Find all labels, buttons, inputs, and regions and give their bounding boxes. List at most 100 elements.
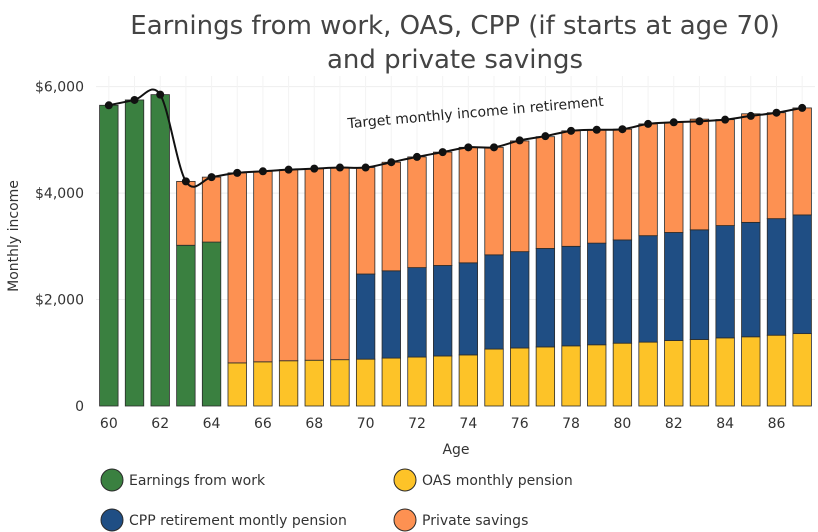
bar-segment-cpp-retirement-montly-pension: [433, 265, 453, 357]
bar-segment-cpp-retirement-montly-pension: [561, 245, 581, 347]
bar-segment-private-savings: [561, 130, 581, 247]
bar-segment-private-savings: [664, 121, 684, 233]
bar-segment-oas-monthly-pension: [766, 334, 787, 407]
bar-segment-cpp-retirement-montly-pension: [381, 270, 401, 359]
bar-segment-earnings-from-work: [99, 104, 119, 407]
bar-segment-private-savings: [766, 112, 787, 220]
legend-item: OAS monthly pension: [393, 468, 573, 492]
bar-segment-cpp-retirement-montly-pension: [715, 225, 735, 339]
legend-label: OAS monthly pension: [422, 473, 573, 489]
x-tick-label: 60: [100, 416, 118, 432]
target-point: [695, 117, 704, 126]
target-line: [104, 88, 807, 188]
bar-segment-private-savings: [278, 169, 299, 362]
target-point: [412, 152, 421, 161]
chart-title: Earnings from work, OAS, CPP (if starts …: [130, 11, 779, 75]
target-point: [156, 90, 165, 99]
target-point: [181, 177, 190, 186]
x-tick-label: 84: [716, 416, 734, 432]
bar-segment-private-savings: [381, 161, 401, 272]
bar-segment-cpp-retirement-montly-pension: [612, 239, 633, 344]
bar-segment-private-savings: [176, 180, 196, 246]
bar-segment-oas-monthly-pension: [304, 359, 324, 407]
x-tick-label: 78: [562, 416, 580, 432]
x-tick-label: 72: [408, 416, 426, 432]
legend-item: CPP retirement montly pension: [100, 508, 347, 532]
bar-segment-oas-monthly-pension: [715, 337, 735, 407]
x-tick-label: 70: [357, 416, 375, 432]
target-point: [669, 118, 678, 127]
target-point: [284, 165, 293, 174]
bar-segment-cpp-retirement-montly-pension: [407, 267, 427, 358]
bar-segment-private-savings: [792, 107, 812, 216]
bar-segment-private-savings: [433, 151, 453, 266]
bar-segment-earnings-from-work: [201, 241, 222, 407]
bar-segment-oas-monthly-pension: [638, 341, 658, 407]
legend-label: Private savings: [422, 513, 528, 529]
bar-segment-oas-monthly-pension: [278, 360, 299, 407]
bar-segment-private-savings: [638, 123, 658, 237]
bar-segment-private-savings: [510, 140, 530, 253]
legend-swatch: [100, 508, 124, 532]
bar-segment-private-savings: [355, 167, 376, 275]
target-point: [233, 168, 242, 177]
target-point: [618, 125, 627, 134]
target-point: [772, 108, 781, 117]
bar-segment-cpp-retirement-montly-pension: [510, 251, 530, 349]
chart-title-line-1: Earnings from work, OAS, CPP (if starts …: [130, 11, 779, 41]
bar-segment-private-savings: [330, 167, 350, 361]
bar-segment-cpp-retirement-montly-pension: [638, 235, 658, 343]
bar-segment-oas-monthly-pension: [458, 354, 478, 407]
legend-swatch: [100, 468, 124, 492]
bar-segment-cpp-retirement-montly-pension: [689, 229, 710, 340]
x-axis-ticks: 60 62 64 66 68 70 72 74 76 78 80 82 84 86: [100, 416, 786, 432]
bar-segment-oas-monthly-pension: [741, 336, 761, 407]
y-tick-label: 0: [75, 399, 84, 415]
legend-label: CPP retirement montly pension: [129, 513, 347, 529]
target-point: [515, 136, 524, 145]
bar-segment-earnings-from-work: [124, 99, 145, 407]
target-point: [567, 126, 576, 135]
target-point: [258, 167, 267, 176]
bar-segment-private-savings: [407, 156, 427, 269]
bar-segment-oas-monthly-pension: [664, 340, 684, 407]
x-tick-label: 64: [203, 416, 221, 432]
bar-segment-cpp-retirement-montly-pension: [792, 214, 812, 335]
bar-segment-oas-monthly-pension: [381, 357, 401, 407]
bar-segment-cpp-retirement-montly-pension: [741, 221, 761, 338]
bar-segment-private-savings: [201, 176, 222, 243]
x-tick-label: 68: [305, 416, 323, 432]
x-tick-label: 74: [459, 416, 477, 432]
bar-segment-oas-monthly-pension: [792, 333, 812, 407]
bar-segment-private-savings: [484, 146, 504, 256]
target-point: [361, 163, 370, 172]
bar-segment-private-savings: [612, 128, 633, 241]
bar-segment-private-savings: [304, 168, 324, 361]
bars: [99, 94, 812, 407]
target-point: [310, 164, 319, 173]
legend: Earnings from work OAS monthly pension CPP…: [100, 468, 573, 532]
bar-segment-cpp-retirement-montly-pension: [664, 232, 684, 341]
target-point: [746, 111, 755, 120]
target-point: [387, 158, 396, 167]
target-point: [644, 119, 653, 128]
bar-segment-oas-monthly-pension: [612, 342, 633, 407]
x-tick-label: 76: [511, 416, 529, 432]
bar-segment-private-savings: [535, 136, 556, 249]
bar-segment-oas-monthly-pension: [253, 361, 273, 407]
target-line-path: [108, 88, 803, 188]
x-tick-label: 80: [613, 416, 631, 432]
legend-item: Earnings from work: [100, 468, 266, 492]
target-point: [541, 132, 550, 141]
target-point: [490, 143, 499, 152]
y-axis-title: Monthly income: [6, 180, 22, 292]
target-point: [438, 148, 447, 157]
y-axis-ticks: 0 $2,000 $4,000 $6,000: [35, 80, 84, 415]
legend-label: Earnings from work: [129, 473, 266, 489]
bar-segment-oas-monthly-pension: [510, 347, 530, 407]
x-axis-title: Age: [442, 442, 469, 458]
bar-segment-cpp-retirement-montly-pension: [587, 242, 607, 346]
bar-segment-oas-monthly-pension: [330, 359, 350, 407]
bar-segment-private-savings: [689, 118, 710, 231]
